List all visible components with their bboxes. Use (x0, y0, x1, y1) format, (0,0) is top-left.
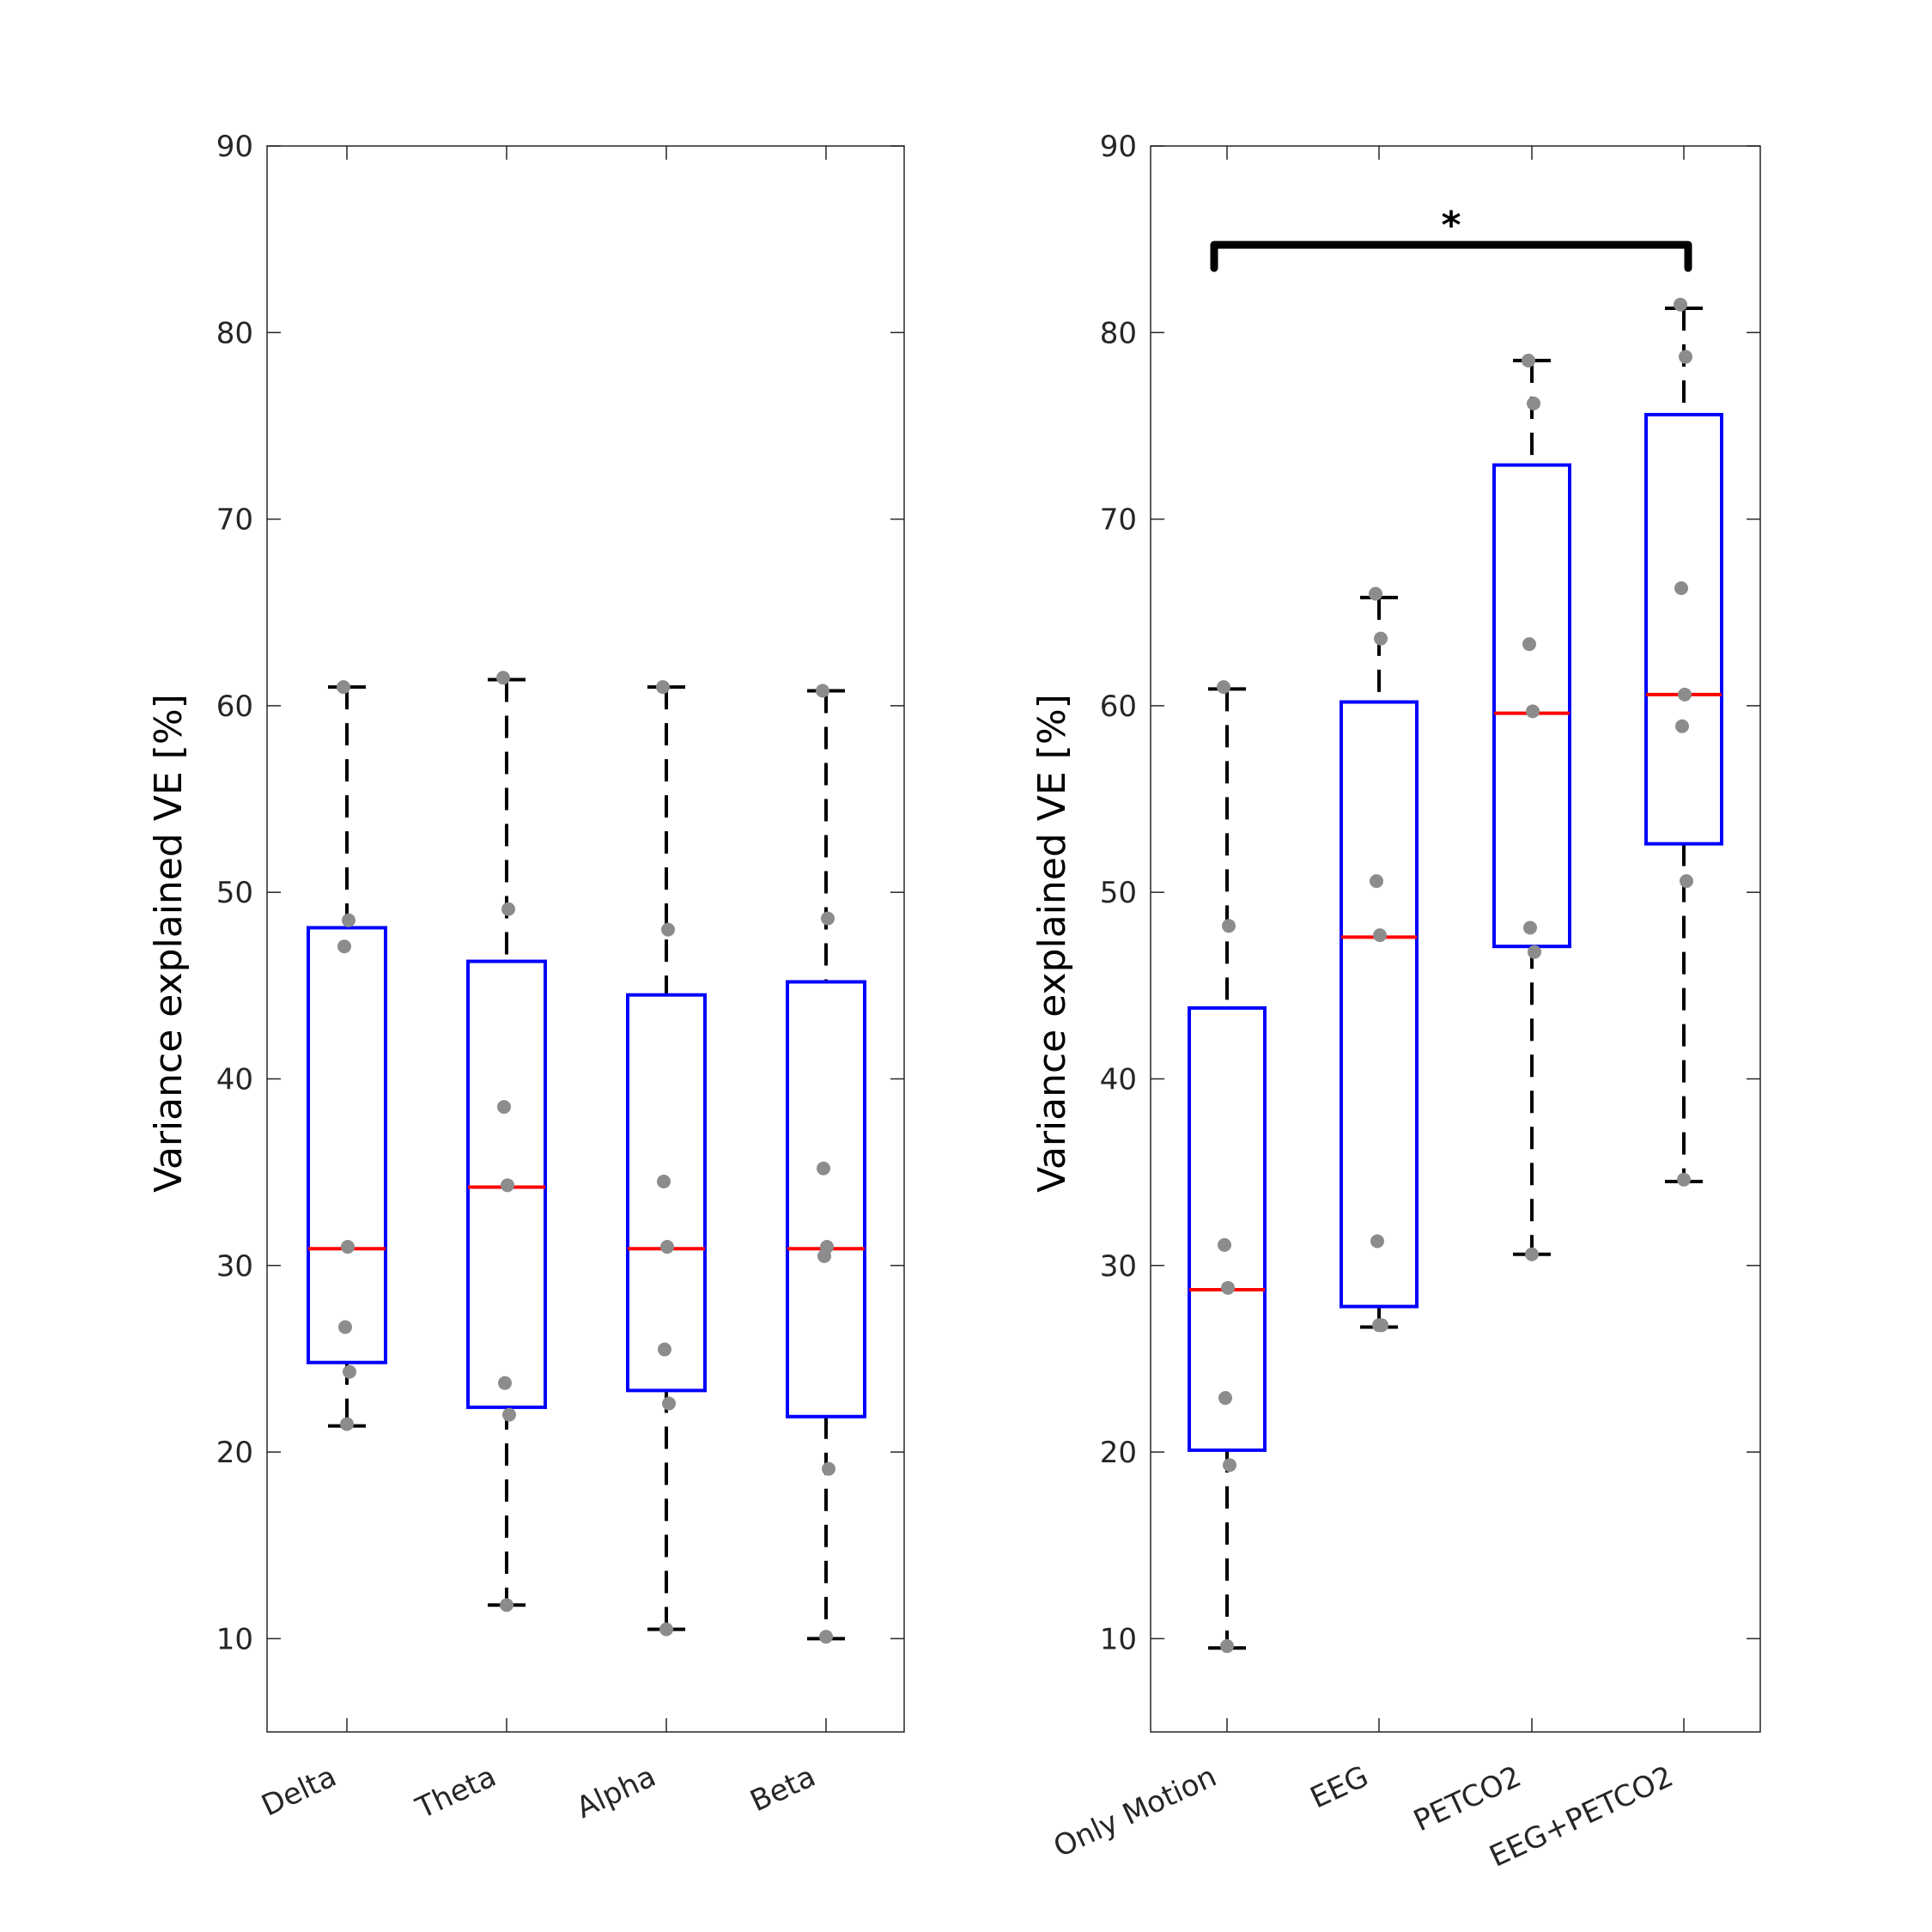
right-data-point (1680, 874, 1693, 889)
right-box (1340, 700, 1419, 1309)
left-data-point (657, 1174, 671, 1188)
left-data-point (340, 1417, 354, 1431)
right-category-label: PETCO2 (1408, 1759, 1526, 1838)
right-ytick-label: 40 (1100, 1062, 1137, 1097)
right-panel: Variance explained VE [%] 10 20 30 40 50 60 70… (1030, 130, 1761, 1874)
left-data-point (661, 922, 675, 937)
right-data-point (1527, 396, 1540, 410)
right-ytick-label: 70 (1100, 503, 1137, 538)
left-data-point (497, 1100, 511, 1115)
right-data-point (1526, 704, 1540, 719)
left-ytick-label: 20 (216, 1436, 253, 1470)
significance-star: * (1441, 204, 1461, 247)
left-data-point (500, 1598, 513, 1613)
left-data-point (658, 1342, 671, 1357)
right-data-point (1372, 1318, 1386, 1333)
right-data-point (1677, 1172, 1691, 1187)
left-data-point (501, 1178, 514, 1193)
left-box (786, 980, 866, 1419)
left-data-point (501, 902, 515, 916)
right-data-point (1370, 1234, 1384, 1249)
right-data-point (1528, 945, 1541, 959)
right-data-point (1369, 586, 1382, 601)
left-category-label: Alpha (571, 1759, 661, 1826)
left-data-point (342, 913, 355, 927)
right-data-point (1678, 687, 1692, 702)
left-ytick-label: 60 (216, 690, 253, 724)
right-data-point (1220, 1639, 1234, 1654)
right-data-point (1370, 874, 1383, 889)
right-ytick-label: 30 (1100, 1249, 1137, 1284)
left-ytick-label: 40 (216, 1062, 253, 1097)
left-y-axis-label: Variance explained VE [%] (147, 694, 191, 1193)
left-data-point (816, 683, 829, 698)
right-ytick-label: 80 (1100, 316, 1137, 350)
right-y-axis-label: Variance explained VE [%] (1030, 694, 1074, 1193)
right-data-point (1522, 353, 1535, 368)
left-data-point (656, 680, 670, 695)
right-box (1644, 412, 1723, 846)
left-data-point (337, 939, 351, 954)
left-ytick-label: 70 (216, 503, 253, 538)
left-data-point (498, 1376, 512, 1390)
significance-bracket (1210, 240, 1692, 272)
right-data-point (1374, 631, 1388, 646)
right-data-point (1222, 919, 1236, 933)
right-category-label: Only Motion (1048, 1759, 1222, 1864)
right-data-point (1373, 928, 1387, 943)
right-data-point (1223, 1458, 1236, 1473)
left-data-point (819, 1630, 833, 1644)
right-data-point (1674, 580, 1688, 595)
right-data-point (1522, 637, 1536, 652)
left-ytick-label: 10 (216, 1622, 253, 1656)
left-panel: Variance explained VE [%] 10 20 30 40 50 60 70… (147, 130, 905, 1826)
left-category-label: Theta (410, 1759, 501, 1826)
left-ytick-label: 30 (216, 1249, 253, 1284)
right-category-label: EEG (1305, 1759, 1374, 1816)
right-ytick-label: 60 (1100, 690, 1137, 724)
left-box (307, 926, 387, 1364)
left-data-point (817, 1249, 831, 1263)
left-data-point (496, 671, 510, 685)
right-data-point (1217, 680, 1230, 695)
left-data-point (817, 1161, 830, 1176)
right-data-point (1679, 349, 1692, 364)
right-axes-frame (1150, 145, 1761, 1733)
right-data-point (1675, 719, 1689, 733)
right-data-point (1218, 1237, 1231, 1252)
left-data-point (822, 1461, 835, 1476)
left-data-point (659, 1622, 673, 1637)
left-data-point (338, 1320, 352, 1334)
right-ytick-label: 50 (1100, 876, 1137, 910)
left-data-point (337, 680, 350, 695)
right-data-point (1674, 297, 1687, 312)
left-data-point (341, 1240, 355, 1255)
left-data-point (660, 1240, 674, 1255)
right-box (1188, 1005, 1267, 1452)
left-category-label: Delta (257, 1759, 342, 1824)
right-data-point (1525, 1247, 1539, 1261)
right-ytick-label: 20 (1100, 1436, 1137, 1470)
right-data-point (1523, 920, 1537, 935)
left-category-label: Beta (745, 1759, 821, 1819)
left-box (626, 993, 707, 1393)
right-data-point (1221, 1280, 1235, 1295)
left-data-point (343, 1364, 356, 1379)
left-data-point (821, 911, 835, 926)
right-data-point (1218, 1391, 1232, 1406)
left-ytick-label: 50 (216, 876, 253, 910)
left-axes-frame (266, 145, 905, 1733)
left-ytick-label: 90 (216, 130, 253, 164)
right-ytick-label: 10 (1100, 1622, 1137, 1656)
left-data-point (662, 1396, 676, 1411)
right-ytick-label: 90 (1100, 130, 1137, 164)
left-box (466, 959, 547, 1409)
left-data-point (502, 1407, 516, 1422)
left-ytick-label: 80 (216, 316, 253, 350)
